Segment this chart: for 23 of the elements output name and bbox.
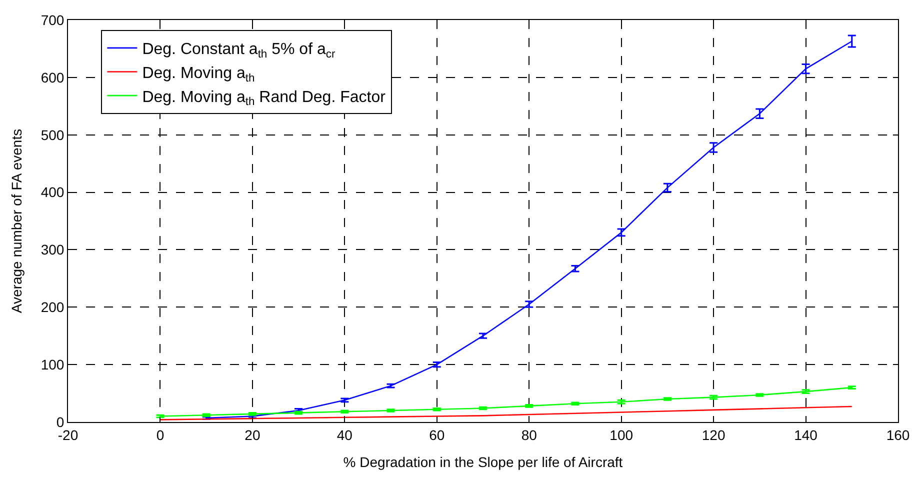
x-tick-label: 140: [794, 426, 818, 443]
x-tick-label: 0: [156, 426, 164, 443]
line-series: [160, 406, 853, 420]
x-tick-label: 120: [702, 426, 726, 443]
x-tick-label: 100: [610, 426, 634, 443]
y-axis-title: Average number of FA events: [8, 128, 24, 314]
legend-label: Deg. Moving a$_{th}$ Rand Deg. Factor: [142, 88, 386, 108]
y-tick-label: 100: [40, 356, 64, 372]
x-tick-label: 160: [886, 426, 910, 443]
x-tick-label: 80: [521, 426, 538, 443]
x-axis-title: % Degradation in the Slope per life of Aircraft: [343, 454, 623, 470]
y-tick-label: 600: [40, 69, 64, 86]
y-tick-label: 200: [40, 299, 64, 316]
x-tick-label: 20: [244, 426, 260, 443]
y-tick-label: 400: [40, 184, 64, 200]
legend-label: Deg. Moving a$_{th}$: [142, 64, 255, 84]
x-tick-label: 60: [429, 426, 445, 443]
y-tick-label: 700: [40, 12, 64, 28]
y-tick-label: 500: [40, 126, 64, 143]
legend-label: Deg. Constant a$_{th}$ 5% of a$_{cr}$: [142, 41, 336, 61]
line-series: [160, 386, 853, 417]
x-tick-label: 40: [336, 426, 353, 443]
y-tick-label: 300: [40, 242, 64, 258]
